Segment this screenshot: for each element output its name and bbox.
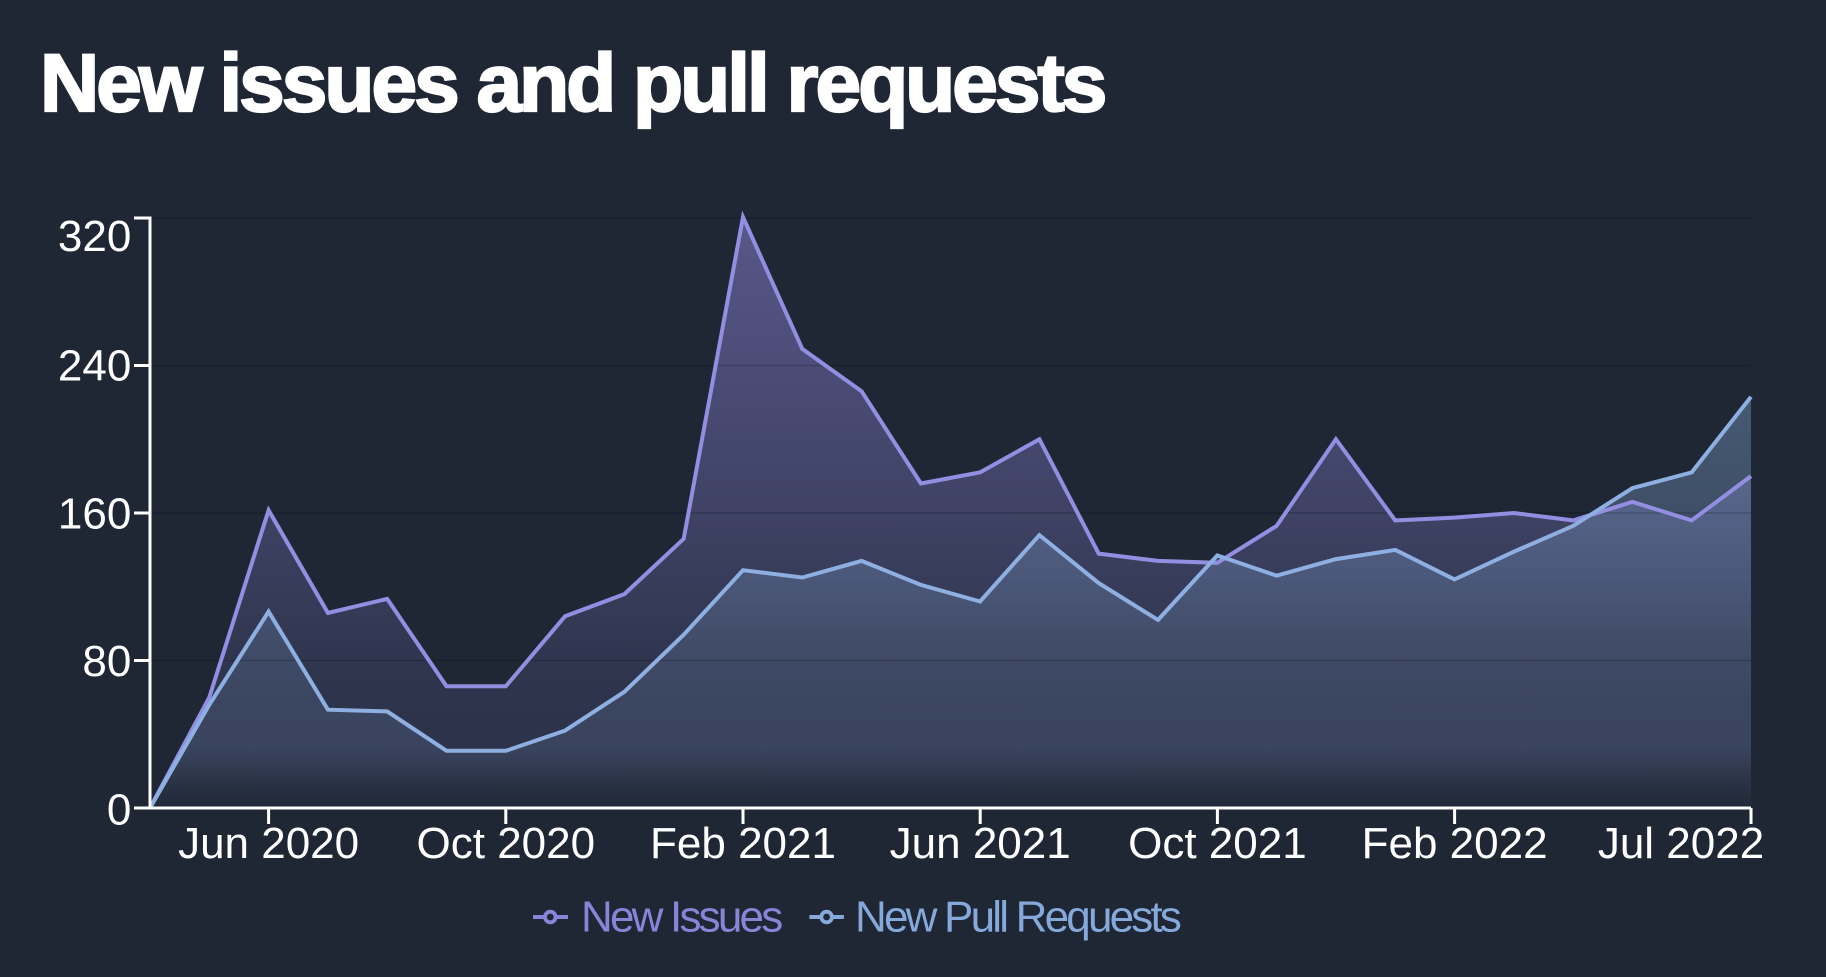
svg-text:Jun 2021: Jun 2021 [890, 819, 1071, 868]
svg-text:Feb 2021: Feb 2021 [650, 819, 836, 868]
svg-text:New Pull Requests: New Pull Requests [855, 893, 1181, 942]
svg-text:Feb 2022: Feb 2022 [1362, 819, 1548, 868]
svg-text:80: 80 [82, 637, 131, 686]
svg-text:320: 320 [58, 212, 131, 261]
svg-text:240: 240 [58, 342, 131, 391]
svg-text:New issues and pull requests: New issues and pull requests [40, 38, 1105, 129]
svg-text:Jun 2020: Jun 2020 [178, 819, 359, 868]
svg-text:New Issues: New Issues [581, 893, 782, 942]
svg-text:Oct 2021: Oct 2021 [1128, 819, 1307, 868]
svg-text:160: 160 [58, 490, 131, 539]
svg-text:0: 0 [107, 786, 131, 835]
svg-text:Oct 2020: Oct 2020 [417, 819, 596, 868]
svg-text:Jul 2022: Jul 2022 [1598, 819, 1764, 868]
